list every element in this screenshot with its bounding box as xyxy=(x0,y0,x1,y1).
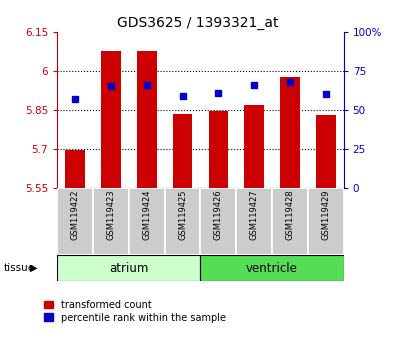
Bar xyxy=(65,150,85,188)
Bar xyxy=(101,51,121,188)
Bar xyxy=(201,188,236,255)
Bar xyxy=(129,188,165,255)
Bar xyxy=(272,188,308,255)
Text: ventricle: ventricle xyxy=(246,262,298,275)
Bar xyxy=(308,188,344,255)
Text: atrium: atrium xyxy=(109,262,149,275)
Text: GSM119426: GSM119426 xyxy=(214,190,223,240)
Bar xyxy=(165,188,201,255)
Text: GSM119423: GSM119423 xyxy=(107,190,115,240)
Bar xyxy=(137,51,156,188)
Bar xyxy=(57,255,201,281)
Text: GSM119422: GSM119422 xyxy=(71,190,80,240)
Text: GSM119429: GSM119429 xyxy=(321,190,330,240)
Text: tissue: tissue xyxy=(4,263,35,273)
Bar xyxy=(280,77,300,188)
Bar xyxy=(316,115,336,188)
Text: GSM119428: GSM119428 xyxy=(286,190,294,240)
Text: GSM119427: GSM119427 xyxy=(250,190,259,240)
Bar xyxy=(245,104,264,188)
Bar xyxy=(236,188,272,255)
Text: ▶: ▶ xyxy=(30,263,37,273)
Bar xyxy=(201,255,344,281)
Legend: transformed count, percentile rank within the sample: transformed count, percentile rank withi… xyxy=(44,300,226,322)
Text: GSM119425: GSM119425 xyxy=(178,190,187,240)
Text: GDS3625 / 1393321_at: GDS3625 / 1393321_at xyxy=(117,16,278,30)
Text: GSM119424: GSM119424 xyxy=(142,190,151,240)
Bar xyxy=(57,188,93,255)
Bar xyxy=(209,111,228,188)
Bar xyxy=(173,114,192,188)
Bar xyxy=(93,188,129,255)
